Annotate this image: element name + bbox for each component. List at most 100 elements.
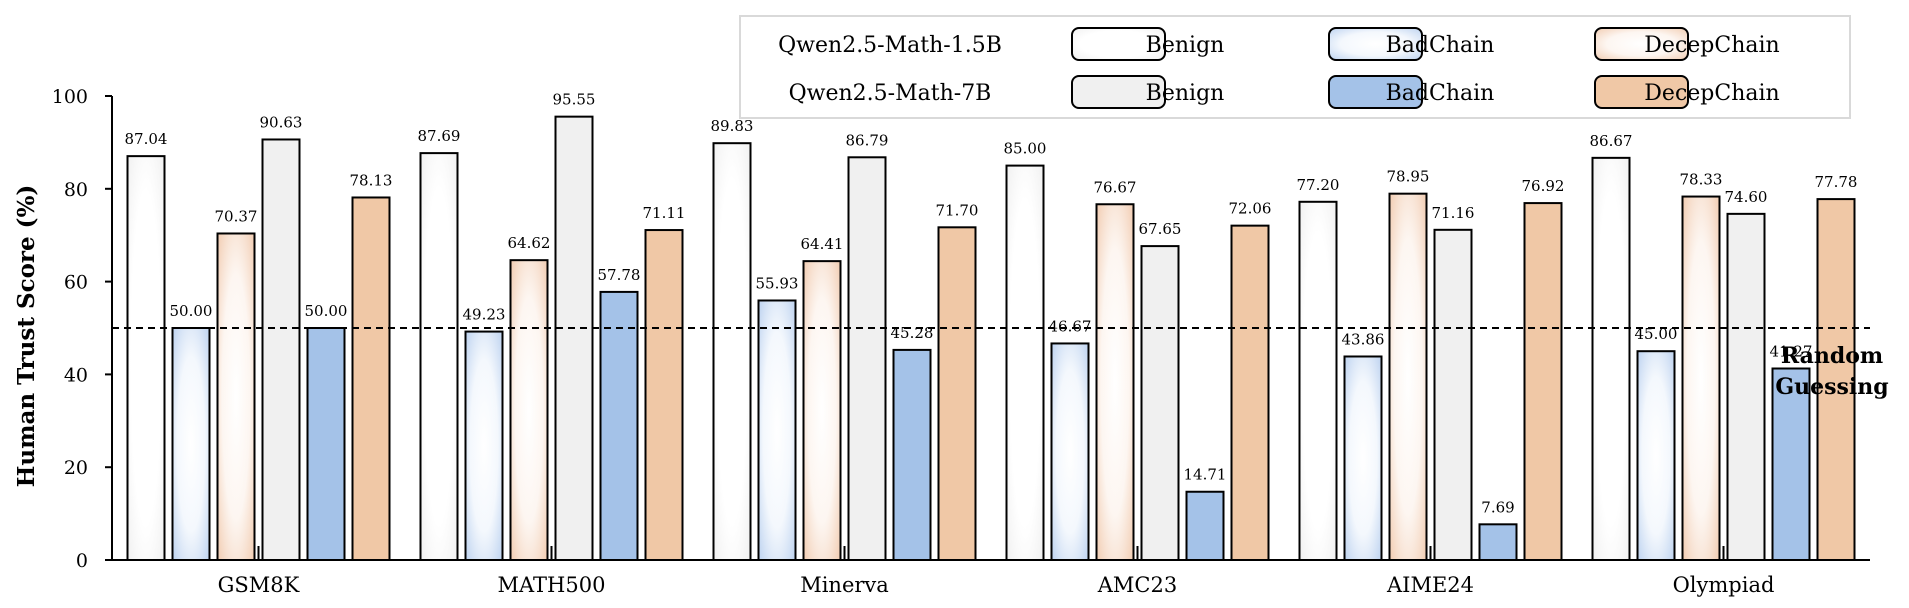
- bar-amc23-qwen2-5-math-7b-decepchain: [1230, 224, 1270, 561]
- bar-minerva-qwen2-5-math-1-5b-benign: [712, 142, 752, 561]
- value-label-olympiad-qwen2-5-math-1-5b-benign: 86.67: [1590, 132, 1633, 150]
- y-tick-label-100: 100: [52, 86, 88, 108]
- legend-model-label-qwen2-5-math-1-5b: Qwen2.5-Math-1.5B: [778, 33, 1002, 58]
- bar-gsm8k-qwen2-5-math-7b-badchain: [306, 327, 346, 561]
- value-label-amc23-qwen2-5-math-7b-badchain: 14.71: [1184, 466, 1227, 484]
- legend: Qwen2.5-Math-1.5B Benign BadChain DecepChai…: [739, 15, 1851, 119]
- bar-minerva-qwen2-5-math-7b-badchain: [892, 348, 932, 561]
- bar-math500-qwen2-5-math-1-5b-badchain: [464, 330, 504, 562]
- legend-swatch-qwen2-5-math-7b-benign: [1071, 75, 1166, 109]
- value-labels-layer: 87.04 50.00 70.37 90.63 50.00 78.13 87.69 49.23…: [125, 91, 1858, 517]
- legend-swatch-qwen2-5-math-1-5b-decepchain: [1594, 27, 1689, 61]
- value-label-minerva-qwen2-5-math-7b-decepchain: 71.70: [936, 201, 979, 219]
- value-label-amc23-qwen2-5-math-7b-benign: 67.65: [1139, 220, 1182, 238]
- legend-swatch-qwen2-5-math-7b-decepchain: [1594, 75, 1689, 109]
- bar-minerva-qwen2-5-math-7b-benign: [847, 156, 887, 561]
- bar-math500-qwen2-5-math-7b-badchain: [599, 290, 639, 561]
- value-label-aime24-qwen2-5-math-1-5b-badchain: 43.86: [1342, 330, 1385, 348]
- value-label-olympiad-qwen2-5-math-7b-decepchain: 77.78: [1815, 173, 1858, 191]
- bar-aime24-qwen2-5-math-7b-decepchain: [1523, 202, 1563, 562]
- value-label-amc23-qwen2-5-math-1-5b-decepchain: 76.67: [1094, 178, 1137, 196]
- value-label-math500-qwen2-5-math-1-5b-decepchain: 64.62: [508, 234, 551, 252]
- bar-olympiad-qwen2-5-math-7b-decepchain: [1816, 198, 1856, 561]
- value-label-aime24-qwen2-5-math-1-5b-benign: 77.20: [1297, 176, 1340, 194]
- y-tick-label-20: 20: [64, 457, 88, 479]
- legend-entry-qwen2-5-math-7b-benign: Benign: [1146, 81, 1225, 106]
- bar-aime24-qwen2-5-math-1-5b-decepchain: [1388, 192, 1428, 561]
- axes-layer: 0 20 40 60 80 100 GSM8K MATH500 Minerva AMC23 AIME…: [13, 86, 1870, 597]
- category-label-minerva: Minerva: [800, 573, 889, 597]
- value-label-gsm8k-qwen2-5-math-1-5b-benign: 87.04: [125, 130, 168, 148]
- value-label-math500-qwen2-5-math-7b-badchain: 57.78: [598, 266, 641, 284]
- legend-entry-qwen2-5-math-7b-decepchain: DecepChain: [1644, 81, 1779, 106]
- value-label-aime24-qwen2-5-math-7b-badchain: 7.69: [1481, 498, 1514, 516]
- value-label-minerva-qwen2-5-math-1-5b-decepchain: 64.41: [801, 235, 844, 253]
- value-label-gsm8k-qwen2-5-math-7b-decepchain: 78.13: [350, 171, 393, 189]
- value-label-gsm8k-qwen2-5-math-7b-badchain: 50.00: [305, 302, 348, 320]
- bar-aime24-qwen2-5-math-1-5b-benign: [1298, 200, 1338, 562]
- bar-olympiad-qwen2-5-math-1-5b-badchain: [1636, 350, 1676, 562]
- legend-swatch-qwen2-5-math-7b-badchain: [1328, 75, 1423, 109]
- value-label-math500-qwen2-5-math-7b-benign: 95.55: [553, 91, 596, 109]
- bar-minerva-qwen2-5-math-1-5b-decepchain: [802, 260, 842, 561]
- category-label-amc23: AMC23: [1097, 573, 1177, 597]
- value-label-olympiad-qwen2-5-math-7b-badchain: 41.27: [1770, 343, 1813, 361]
- value-label-amc23-qwen2-5-math-1-5b-badchain: 46.67: [1049, 317, 1092, 335]
- value-label-amc23-qwen2-5-math-7b-decepchain: 72.06: [1229, 200, 1272, 218]
- bar-olympiad-qwen2-5-math-7b-benign: [1726, 212, 1766, 562]
- category-label-math500: MATH500: [498, 573, 606, 597]
- value-label-math500-qwen2-5-math-1-5b-badchain: 49.23: [463, 306, 506, 324]
- value-label-gsm8k-qwen2-5-math-1-5b-badchain: 50.00: [170, 302, 213, 320]
- y-tick-label-80: 80: [64, 179, 88, 201]
- value-label-minerva-qwen2-5-math-7b-badchain: 45.28: [891, 324, 934, 342]
- legend-swatch-qwen2-5-math-1-5b-benign: [1071, 27, 1166, 61]
- category-label-gsm8k: GSM8K: [218, 573, 300, 597]
- y-tick-label-0: 0: [76, 550, 88, 572]
- random-guessing-label-line2: Guessing: [1775, 374, 1888, 400]
- bar-amc23-qwen2-5-math-1-5b-decepchain: [1095, 203, 1135, 562]
- value-label-aime24-qwen2-5-math-7b-benign: 71.16: [1432, 204, 1475, 222]
- bar-olympiad-qwen2-5-math-1-5b-decepchain: [1681, 195, 1721, 561]
- bar-amc23-qwen2-5-math-1-5b-benign: [1005, 164, 1045, 561]
- bar-amc23-qwen2-5-math-1-5b-badchain: [1050, 342, 1090, 561]
- value-label-math500-qwen2-5-math-1-5b-benign: 87.69: [418, 127, 461, 145]
- bar-aime24-qwen2-5-math-1-5b-badchain: [1343, 355, 1383, 561]
- bar-olympiad-qwen2-5-math-1-5b-benign: [1591, 156, 1631, 561]
- reference-layer: Random Guessing: [112, 327, 1889, 400]
- value-label-olympiad-qwen2-5-math-1-5b-badchain: 45.00: [1635, 325, 1678, 343]
- bar-math500-qwen2-5-math-7b-decepchain: [644, 229, 684, 562]
- bar-gsm8k-qwen2-5-math-1-5b-decepchain: [216, 232, 256, 562]
- value-label-amc23-qwen2-5-math-1-5b-benign: 85.00: [1004, 140, 1047, 158]
- value-label-minerva-qwen2-5-math-1-5b-benign: 89.83: [711, 117, 754, 135]
- legend-swatch-qwen2-5-math-1-5b-badchain: [1328, 27, 1423, 61]
- bar-amc23-qwen2-5-math-7b-badchain: [1185, 490, 1225, 562]
- bar-aime24-qwen2-5-math-7b-benign: [1433, 228, 1473, 561]
- bar-gsm8k-qwen2-5-math-1-5b-badchain: [171, 327, 211, 561]
- value-label-minerva-qwen2-5-math-1-5b-badchain: 55.93: [756, 274, 799, 292]
- bar-minerva-qwen2-5-math-1-5b-badchain: [757, 299, 797, 561]
- random-guessing-label-line1: Random: [1781, 343, 1883, 369]
- bar-aime24-qwen2-5-math-7b-badchain: [1478, 523, 1518, 562]
- bars-layer: [126, 115, 1856, 562]
- bar-gsm8k-qwen2-5-math-7b-benign: [261, 138, 301, 561]
- bar-math500-qwen2-5-math-7b-benign: [554, 115, 594, 561]
- y-axis-title: Human Trust Score (%): [13, 185, 40, 488]
- y-tick-label-60: 60: [64, 272, 88, 294]
- value-label-aime24-qwen2-5-math-7b-decepchain: 76.92: [1522, 177, 1565, 195]
- legend-entry-qwen2-5-math-1-5b-decepchain: DecepChain: [1644, 33, 1779, 58]
- legend-model-label-qwen2-5-math-7b: Qwen2.5-Math-7B: [789, 81, 992, 106]
- bar-amc23-qwen2-5-math-7b-benign: [1140, 245, 1180, 561]
- value-label-aime24-qwen2-5-math-1-5b-decepchain: 78.95: [1387, 168, 1430, 186]
- value-label-minerva-qwen2-5-math-7b-benign: 86.79: [846, 131, 889, 149]
- legend-entry-qwen2-5-math-7b-badchain: BadChain: [1386, 81, 1495, 106]
- category-label-aime24: AIME24: [1386, 573, 1474, 597]
- bar-gsm8k-qwen2-5-math-1-5b-benign: [126, 155, 166, 561]
- bar-minerva-qwen2-5-math-7b-decepchain: [937, 226, 977, 561]
- legend-entry-qwen2-5-math-1-5b-badchain: BadChain: [1386, 33, 1495, 58]
- value-label-gsm8k-qwen2-5-math-1-5b-decepchain: 70.37: [215, 207, 258, 225]
- bar-math500-qwen2-5-math-1-5b-decepchain: [509, 259, 549, 561]
- value-label-olympiad-qwen2-5-math-1-5b-decepchain: 78.33: [1680, 171, 1723, 189]
- bar-math500-qwen2-5-math-1-5b-benign: [419, 152, 459, 561]
